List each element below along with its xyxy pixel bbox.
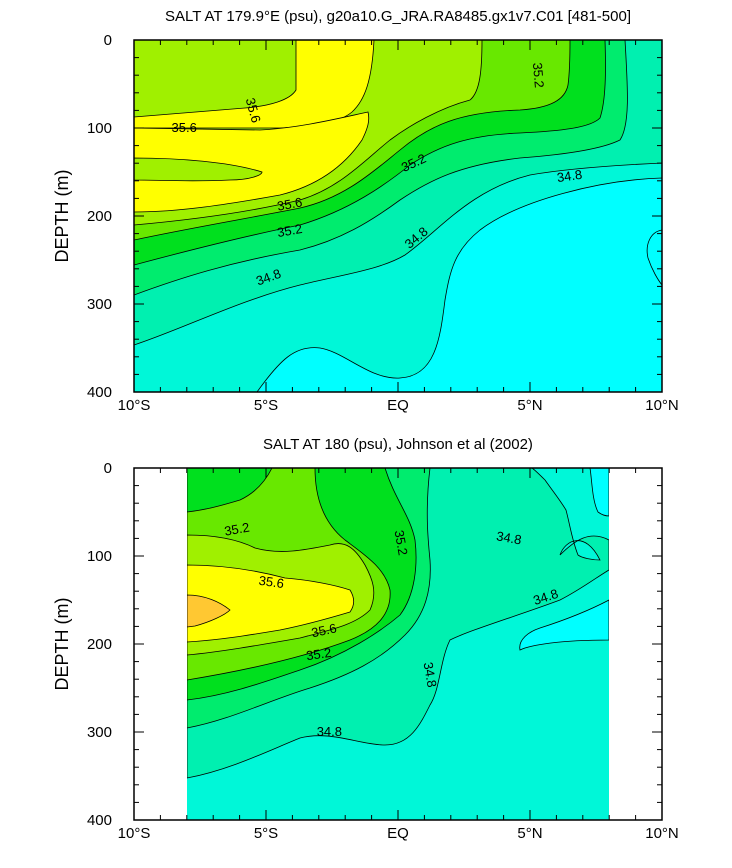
panel-2-contour-labels: 35.2 35.2 35.6 35.6 35.2 34.8 34.8 34.8 34.8 — [223, 520, 560, 739]
band-35-8 — [187, 564, 355, 643]
contour-label-text: 35.2 — [305, 645, 332, 663]
x-tick-label: 5°N — [517, 397, 542, 414]
contour-label: 35.2 — [392, 529, 411, 557]
x-tick-label: 10°S — [118, 397, 151, 414]
y-tick-label: 400 — [87, 384, 112, 401]
contour-label-text: 35.6 — [243, 96, 264, 124]
x-tick-label: 5°S — [254, 397, 278, 414]
y-tick-label: 300 — [87, 724, 112, 741]
y-tick-label: 100 — [87, 548, 112, 565]
band-34-4 — [256, 177, 662, 392]
contour-label-text: 35.6 — [276, 194, 304, 213]
contour-label: 34.8 — [317, 724, 342, 739]
x-tick-label: 10°N — [645, 825, 679, 842]
panel-2-title: SALT AT 180 (psu), Johnson et al (2002) — [263, 436, 533, 453]
contour-label-text: 35.2 — [223, 520, 251, 539]
contour-label-text: 34.8 — [531, 586, 560, 608]
x-tick-label: 5°N — [517, 825, 542, 842]
y-tick-label: 0 — [104, 32, 112, 49]
contour-label-text: 34.8 — [495, 528, 523, 547]
band-36-0 — [134, 157, 263, 182]
panel-2: SALT AT 180 (psu), Johnson et al (2002) … — [52, 436, 679, 842]
contour-label-text: 35.6 — [258, 573, 285, 591]
contour-label-text: 35.2 — [530, 62, 547, 89]
x-tick-label: 10°N — [645, 397, 679, 414]
y-tick-label: 100 — [87, 120, 112, 137]
contour-label-text: 34.8 — [421, 661, 440, 689]
x-tick-label: EQ — [387, 825, 409, 842]
contour-label: 34.8 — [421, 661, 440, 689]
contour-label: 35.2 — [276, 221, 304, 240]
panel-1-contour-fill — [134, 40, 662, 392]
panel-1-axes: 10°S 5°S EQ 5°N 10°N 0 100 200 300 400 — [87, 32, 679, 414]
panel-1: SALT AT 179.9°E (psu), g20a10.G_JRA.RA84… — [52, 8, 679, 414]
band-34-4b — [589, 468, 609, 517]
x-tick-label: 10°S — [118, 825, 151, 842]
contour-label: 35.2 — [305, 645, 332, 663]
y-tick-label: 300 — [87, 296, 112, 313]
contour-label-text: 34.8 — [556, 167, 583, 185]
panel-2-ylabel: DEPTH (m) — [52, 598, 72, 691]
panel-2-axes: 10°S 5°S EQ 5°N 10°N 0 100 200 300 400 — [87, 460, 679, 842]
contour-label: 34.8 — [556, 167, 583, 185]
panel-1-ylabel: DEPTH (m) — [52, 170, 72, 263]
y-tick-label: 400 — [87, 812, 112, 829]
contour-label: 35.6 — [172, 120, 197, 135]
y-tick-label: 200 — [87, 636, 112, 653]
contour-label: 34.8 — [495, 528, 523, 547]
contour-label: 35.6 — [258, 573, 285, 591]
contour-label-text: 35.6 — [172, 120, 197, 135]
contour-label: 35.2 — [530, 62, 547, 89]
band-36-0 — [187, 594, 231, 628]
contour-label: 35.6 — [276, 194, 304, 213]
contour-label: 35.6 — [243, 96, 264, 124]
panel-2-contour-fill — [187, 468, 609, 820]
contour-label: 35.6 — [310, 620, 338, 640]
band-35-8 — [134, 40, 375, 129]
x-tick-label: 5°S — [254, 825, 278, 842]
contour-label-text: 35.2 — [392, 529, 411, 557]
y-tick-label: 0 — [104, 460, 112, 477]
contour-label-text: 35.2 — [276, 221, 304, 240]
contour-label-text: 35.6 — [310, 620, 338, 640]
band-34-4c — [519, 599, 609, 651]
contour-label: 34.8 — [531, 586, 560, 608]
contour-label: 35.2 — [223, 520, 251, 539]
band-35-8b — [134, 111, 370, 213]
contour-label-text: 34.8 — [317, 724, 342, 739]
panel-1-title: SALT AT 179.9°E (psu), g20a10.G_JRA.RA84… — [165, 8, 631, 25]
band-34-4b — [646, 229, 662, 286]
x-tick-label: EQ — [387, 397, 409, 414]
y-tick-label: 200 — [87, 208, 112, 225]
